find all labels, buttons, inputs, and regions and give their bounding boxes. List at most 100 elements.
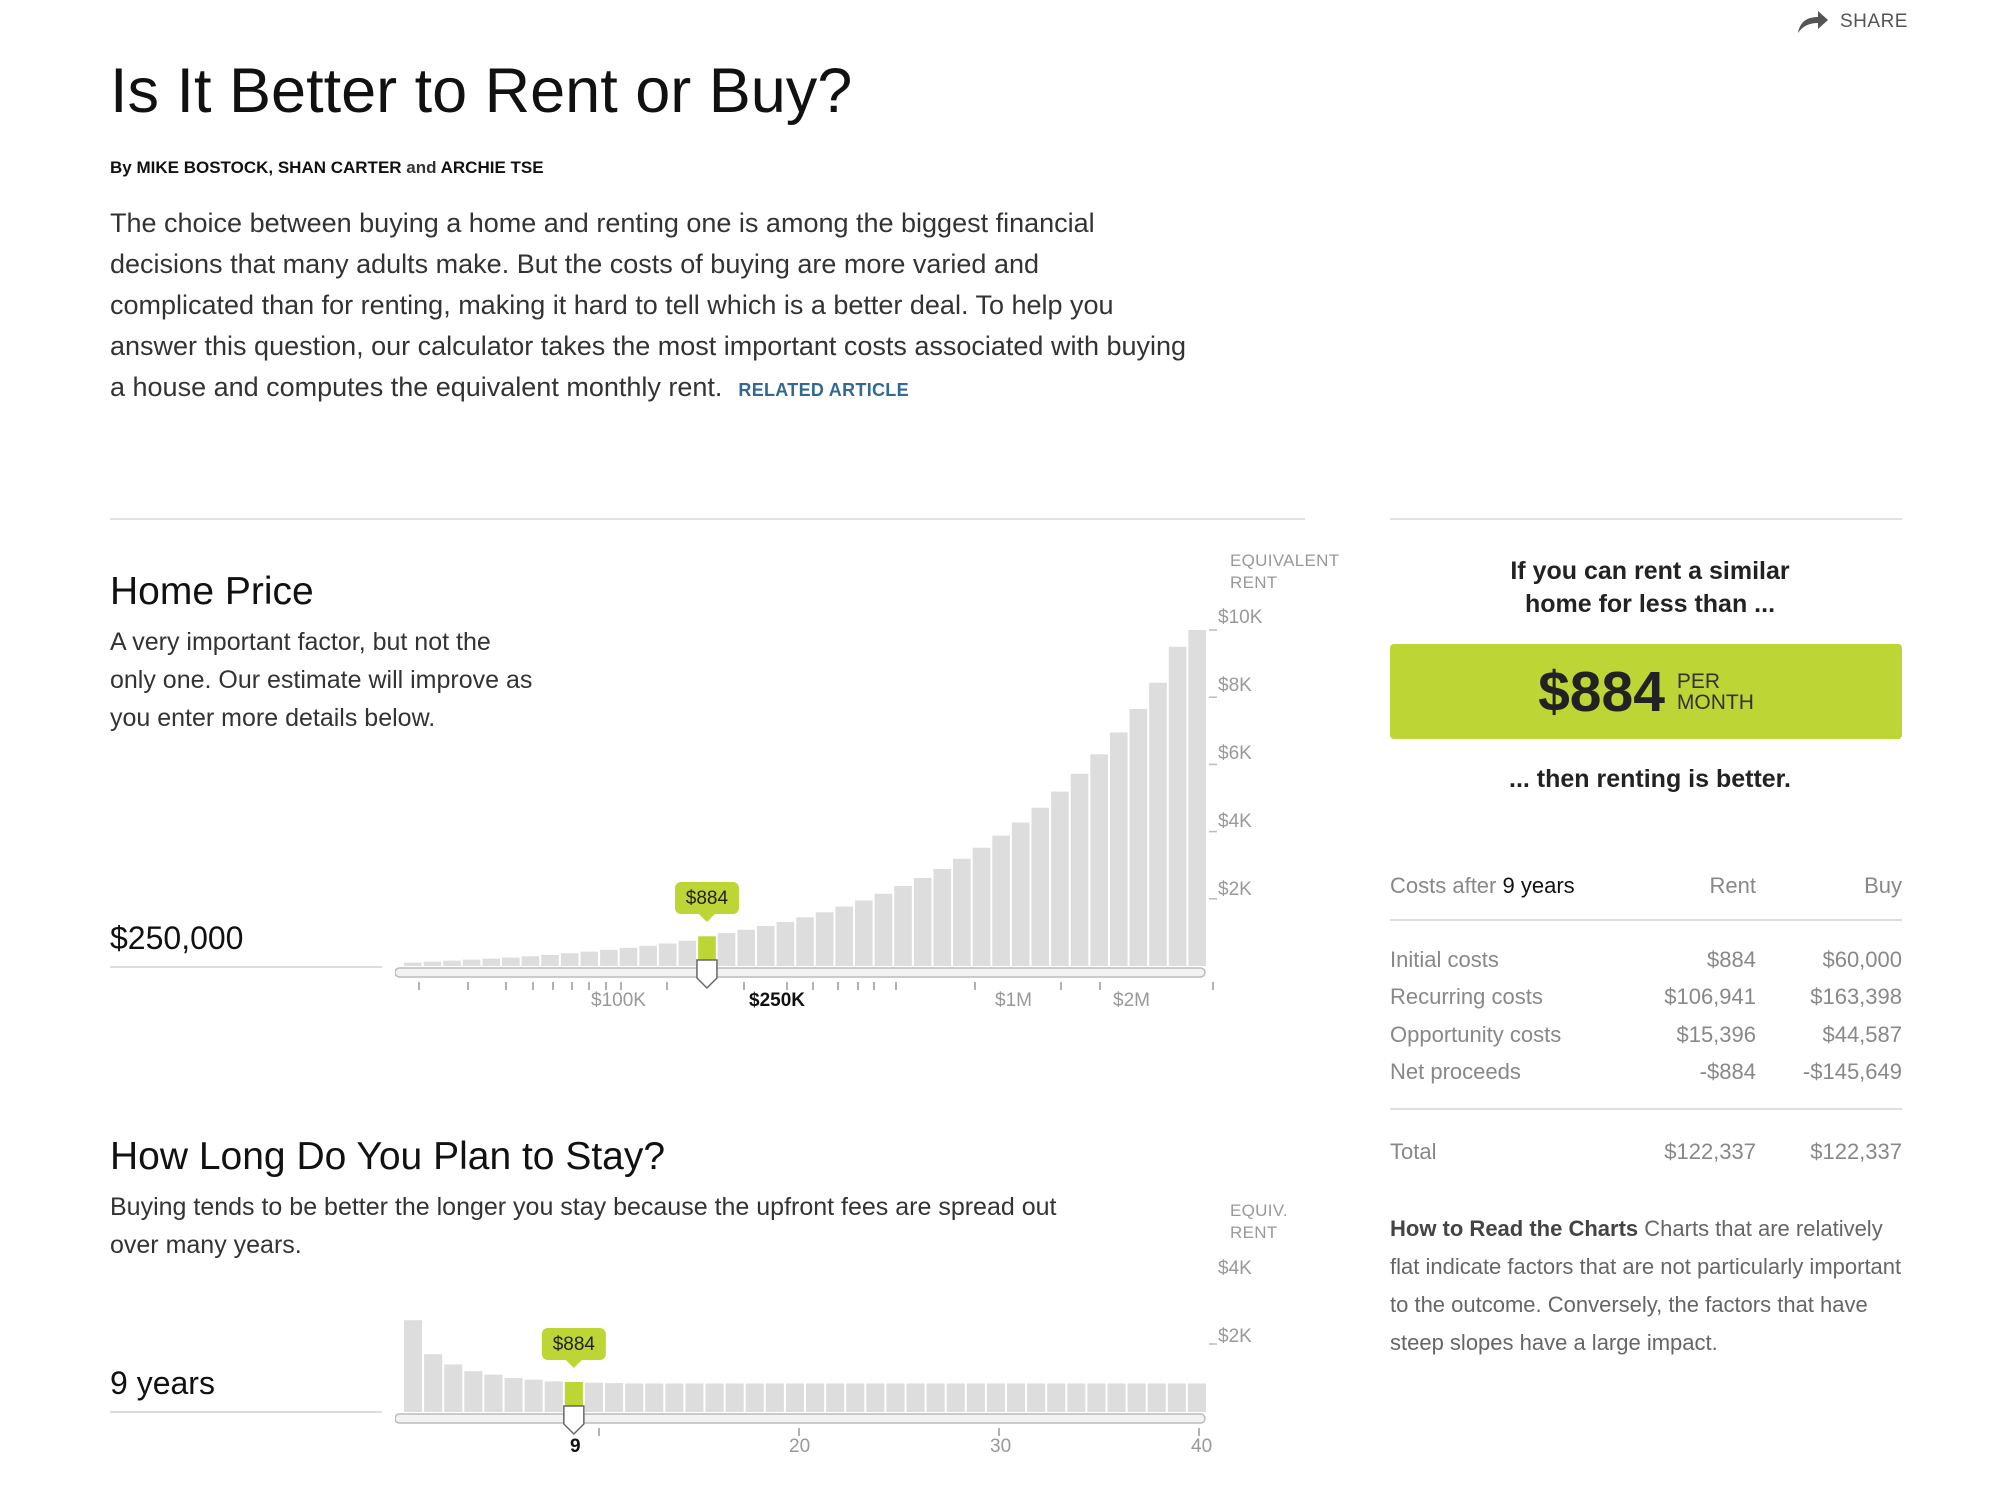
bar[interactable] — [1149, 682, 1167, 966]
related-article-link[interactable]: RELATED ARTICLE — [738, 380, 909, 400]
selected-bar[interactable] — [564, 1381, 583, 1412]
table-row: Net proceeds -$884 -$145,649 — [1390, 1054, 1902, 1092]
bar[interactable] — [906, 1383, 925, 1412]
bar[interactable] — [645, 1383, 664, 1412]
x-tick-40: 40 — [1191, 1436, 1213, 1457]
bar[interactable] — [484, 1374, 503, 1412]
bar[interactable] — [1090, 754, 1108, 966]
bar[interactable] — [717, 933, 736, 966]
bar[interactable] — [785, 1383, 804, 1412]
bar[interactable] — [725, 1383, 744, 1412]
years-chart[interactable]: $884 — [395, 1300, 1235, 1440]
bar[interactable] — [705, 1383, 724, 1412]
bar[interactable] — [665, 1383, 684, 1412]
bar[interactable] — [1129, 708, 1148, 966]
bar[interactable] — [1188, 630, 1206, 966]
bar[interactable] — [625, 1383, 644, 1412]
bar[interactable] — [605, 1383, 624, 1412]
selected-bar[interactable] — [698, 936, 716, 966]
bar[interactable] — [544, 1381, 563, 1412]
bar[interactable] — [806, 1383, 825, 1412]
bar[interactable] — [580, 951, 599, 966]
bar[interactable] — [404, 962, 422, 966]
x-tick-1m: $1M — [995, 990, 1032, 1011]
page-title: Is It Better to Rent or Buy? — [110, 56, 853, 126]
bar[interactable] — [966, 1383, 985, 1412]
bar[interactable] — [464, 1371, 483, 1412]
bar[interactable] — [745, 1383, 764, 1412]
bar[interactable] — [524, 1379, 543, 1412]
bar[interactable] — [600, 949, 618, 966]
bar[interactable] — [541, 954, 559, 966]
bar[interactable] — [1027, 1383, 1046, 1412]
bar[interactable] — [866, 1383, 885, 1412]
stay-input[interactable]: 9 years — [110, 1365, 215, 1401]
bar[interactable] — [913, 877, 932, 966]
slider-track[interactable] — [395, 1413, 1206, 1424]
bar[interactable] — [953, 858, 971, 966]
bar[interactable] — [423, 961, 442, 966]
bar[interactable] — [894, 886, 912, 966]
bar[interactable] — [1107, 1383, 1126, 1412]
costs-years: 9 years — [1502, 873, 1575, 898]
slider-track[interactable] — [395, 967, 1206, 978]
bar[interactable] — [946, 1383, 965, 1412]
bar[interactable] — [1051, 791, 1069, 966]
bar[interactable] — [1168, 646, 1187, 966]
bar[interactable] — [1070, 773, 1089, 966]
bar[interactable] — [1147, 1383, 1166, 1412]
bar[interactable] — [658, 943, 677, 966]
bar[interactable] — [835, 906, 854, 966]
bar[interactable] — [424, 1354, 443, 1412]
bar[interactable] — [1087, 1383, 1106, 1412]
bar[interactable] — [521, 956, 540, 966]
share-button[interactable]: SHARE — [1796, 4, 1908, 40]
home-price-input[interactable]: $250,000 — [110, 920, 244, 956]
bar[interactable] — [1011, 822, 1030, 966]
slider-handle[interactable] — [696, 959, 718, 990]
bar[interactable] — [1167, 1383, 1186, 1412]
bar[interactable] — [1047, 1383, 1066, 1412]
bar[interactable] — [855, 900, 873, 966]
bar[interactable] — [926, 1383, 945, 1412]
bar[interactable] — [619, 947, 638, 966]
bar[interactable] — [639, 945, 657, 966]
bar[interactable] — [678, 940, 697, 966]
bar[interactable] — [815, 912, 834, 966]
bar[interactable] — [1007, 1383, 1026, 1412]
bar[interactable] — [737, 929, 755, 966]
slider-handle[interactable] — [563, 1405, 585, 1436]
bar[interactable] — [992, 835, 1010, 966]
bar[interactable] — [1187, 1383, 1206, 1412]
byline-authors[interactable]: MIKE BOSTOCK, SHAN CARTER — [136, 158, 402, 177]
bar[interactable] — [685, 1383, 704, 1412]
bar[interactable] — [482, 958, 501, 966]
bar[interactable] — [584, 1382, 603, 1412]
bar[interactable] — [462, 959, 481, 966]
how-to-title: How to Read the Charts — [1390, 1216, 1639, 1241]
tooltip-bubble — [674, 882, 739, 914]
bar[interactable] — [1109, 732, 1128, 966]
bar[interactable] — [776, 921, 795, 966]
bar[interactable] — [972, 847, 991, 966]
home-price-chart[interactable]: $884 — [395, 600, 1235, 990]
bar[interactable] — [560, 953, 579, 966]
bar[interactable] — [986, 1383, 1005, 1412]
bar[interactable] — [846, 1383, 865, 1412]
bar[interactable] — [404, 1320, 423, 1412]
bar[interactable] — [756, 926, 775, 966]
bar[interactable] — [502, 957, 520, 966]
bar[interactable] — [796, 917, 814, 966]
bar[interactable] — [886, 1383, 905, 1412]
bar[interactable] — [933, 868, 952, 966]
bar[interactable] — [1067, 1383, 1086, 1412]
bar[interactable] — [444, 1364, 463, 1412]
bar[interactable] — [504, 1378, 523, 1412]
bar[interactable] — [1031, 807, 1050, 966]
bar[interactable] — [443, 960, 461, 966]
bar[interactable] — [765, 1383, 784, 1412]
bar[interactable] — [826, 1383, 845, 1412]
bar[interactable] — [874, 893, 893, 966]
bar[interactable] — [1127, 1383, 1146, 1412]
byline-last-author[interactable]: ARCHIE TSE — [440, 158, 544, 177]
